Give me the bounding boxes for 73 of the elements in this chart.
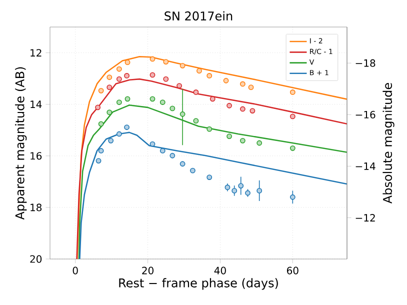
point <box>170 152 176 158</box>
y-tick-label: 14 <box>30 100 42 108</box>
point <box>108 138 114 144</box>
y-axis-title: Apparent magnitude (AB) <box>15 67 27 220</box>
point <box>180 111 186 117</box>
y-tick-label: 12 <box>30 49 42 56</box>
point <box>124 73 130 78</box>
point <box>256 188 262 194</box>
point <box>245 190 250 196</box>
x-tick-label: 40 <box>214 266 226 274</box>
point <box>150 72 156 78</box>
point <box>290 194 296 200</box>
point <box>196 68 202 74</box>
point <box>98 148 104 154</box>
point <box>290 145 296 151</box>
point <box>206 126 212 132</box>
x-tick-label: 0 <box>72 266 78 274</box>
point <box>96 158 102 164</box>
point <box>176 83 182 88</box>
point <box>250 108 256 114</box>
point <box>240 81 246 87</box>
y2-tick-label: −16 <box>356 110 376 118</box>
point <box>226 102 232 108</box>
point <box>124 60 130 66</box>
point <box>224 184 230 190</box>
y-tick-label: 18 <box>30 204 42 212</box>
point <box>150 56 156 62</box>
point <box>180 161 186 167</box>
point <box>106 84 112 90</box>
point <box>240 106 246 112</box>
point <box>290 114 296 120</box>
point <box>238 183 244 188</box>
x-tick-label: 60 <box>287 266 298 274</box>
point <box>116 131 122 137</box>
point <box>124 96 130 102</box>
point <box>150 141 156 147</box>
point <box>256 140 262 146</box>
chart-title: SN 2017ein <box>164 11 232 21</box>
point <box>170 106 176 112</box>
point <box>190 168 196 174</box>
y2-axis-title: Absolute magnitude <box>382 83 394 204</box>
point <box>240 138 246 144</box>
point <box>223 78 229 84</box>
point <box>210 96 216 102</box>
point <box>290 90 296 95</box>
point <box>248 84 254 90</box>
point <box>116 66 122 72</box>
y-tick-label: 20 <box>30 255 42 263</box>
point <box>206 174 212 180</box>
point <box>98 121 104 127</box>
point <box>193 90 199 95</box>
point <box>116 76 122 82</box>
y2-tick-label: −18 <box>356 59 376 67</box>
point <box>160 148 166 154</box>
point <box>160 100 166 105</box>
point <box>116 100 122 105</box>
point <box>98 88 104 94</box>
point <box>163 59 169 64</box>
y2-tick-label: −14 <box>356 162 376 170</box>
point <box>95 104 101 110</box>
point <box>163 76 169 82</box>
x-tick-label: 20 <box>142 266 154 274</box>
y2-tick-label: −12 <box>356 214 375 222</box>
point <box>106 110 112 116</box>
point <box>180 62 186 68</box>
point <box>193 118 199 124</box>
point <box>150 96 156 102</box>
line-series <box>79 132 347 260</box>
y-tick-label: 16 <box>30 152 42 160</box>
point <box>232 188 238 194</box>
point <box>206 73 212 78</box>
x-axis-title: Rest − frame phase (days) <box>119 278 278 290</box>
point <box>106 74 112 80</box>
